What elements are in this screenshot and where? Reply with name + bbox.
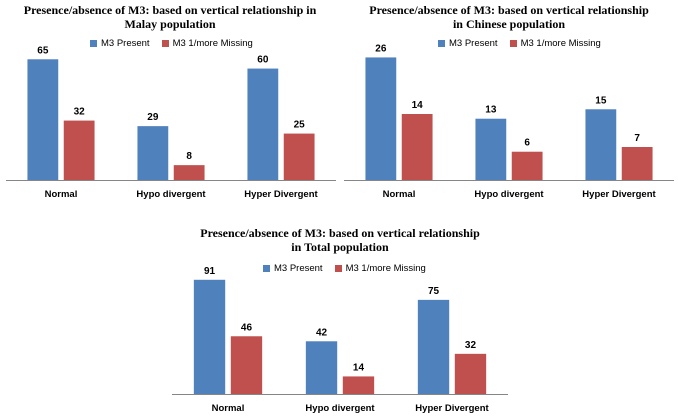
legend-label-missing: M3 1/more Missing xyxy=(172,38,253,49)
data-label: 91 xyxy=(204,266,216,277)
bar-missing-2 xyxy=(621,147,653,180)
bar-missing-1 xyxy=(511,151,543,180)
data-label: 14 xyxy=(353,362,365,373)
category-label: Hypo divergent xyxy=(136,189,206,200)
bar-missing-0 xyxy=(401,114,433,180)
bar-missing-0 xyxy=(230,336,263,394)
bar-missing-2 xyxy=(454,353,487,394)
legend-label-missing: M3 1/more Missing xyxy=(520,38,601,49)
data-label: 25 xyxy=(294,120,306,131)
category-label: Normal xyxy=(45,189,78,200)
bar-present-0 xyxy=(365,57,397,180)
legend-swatch-present xyxy=(263,265,270,272)
legend-swatch-missing xyxy=(334,265,342,272)
chart-title-line1: Presence/absence of M3: based on vertica… xyxy=(369,3,649,17)
legend-swatch-missing xyxy=(161,40,169,47)
category-label: Hyper Divergent xyxy=(415,403,489,414)
bar-chart-malay: 65 32 Normal 29 8 Hypo divergent 60 25 Hyper Div… xyxy=(6,45,336,200)
data-label: 6 xyxy=(524,138,530,149)
data-label: 26 xyxy=(375,43,387,54)
category-label: Hypo divergent xyxy=(305,403,375,414)
bar-present-0 xyxy=(193,279,226,394)
legend-swatch-present xyxy=(90,40,97,47)
chart-panel-total: Presence/absence of M3: based on vertica… xyxy=(170,222,510,418)
chart-title: Presence/absence of M3: based on vertica… xyxy=(0,3,340,31)
data-label: 7 xyxy=(634,133,640,144)
bar-present-1 xyxy=(137,126,169,180)
data-label: 32 xyxy=(465,340,477,351)
chart-title: Presence/absence of M3: based on vertica… xyxy=(340,3,678,31)
category-label: Normal xyxy=(212,403,245,414)
chart-legend: M3 Present M3 1/more Missing xyxy=(263,263,438,274)
category-label: Hypo divergent xyxy=(474,189,544,200)
bar-present-1 xyxy=(305,341,338,394)
data-label: 13 xyxy=(485,105,497,116)
chart-panel-chinese: Presence/absence of M3: based on vertica… xyxy=(340,0,678,205)
bar-present-2 xyxy=(585,109,617,180)
data-label: 46 xyxy=(241,322,253,333)
chart-title: Presence/absence of M3: based on vertica… xyxy=(170,226,510,254)
legend-label-missing: M3 1/more Missing xyxy=(345,263,426,274)
chart-title-line1: Presence/absence of M3: based on vertica… xyxy=(23,3,317,17)
data-label: 15 xyxy=(595,95,607,106)
data-label: 75 xyxy=(428,286,440,297)
bar-present-1 xyxy=(475,118,507,180)
bar-missing-1 xyxy=(173,165,205,180)
bar-present-2 xyxy=(417,299,450,394)
bar-missing-0 xyxy=(63,120,95,180)
chart-legend: M3 Present M3 1/more Missing xyxy=(438,38,613,49)
legend-label-present: M3 Present xyxy=(274,263,323,274)
data-label: 65 xyxy=(37,45,49,56)
category-label: Hyper Divergent xyxy=(582,189,656,200)
chart-title-line2: Malay population xyxy=(124,17,216,31)
bar-chart-chinese: 26 14 Normal 13 6 Hypo divergent 15 7 Hyper Dive… xyxy=(344,43,674,200)
data-label: 8 xyxy=(186,151,192,162)
category-label: Hyper Divergent xyxy=(244,189,318,200)
bar-present-0 xyxy=(27,59,59,180)
chart-legend: M3 Present M3 1/more Missing xyxy=(90,38,265,49)
bar-missing-2 xyxy=(283,133,315,180)
data-label: 60 xyxy=(257,55,269,66)
legend-label-present: M3 Present xyxy=(449,38,498,49)
data-label: 14 xyxy=(412,100,424,111)
data-label: 29 xyxy=(147,112,159,123)
data-label: 32 xyxy=(74,107,86,118)
bar-chart-total: 91 46 Normal 42 14 Hypo divergent 75 32 Hyper Di… xyxy=(172,266,508,414)
data-label: 42 xyxy=(316,327,328,338)
legend-label-present: M3 Present xyxy=(101,38,150,49)
bar-missing-1 xyxy=(342,376,375,394)
chart-panel-malay: Presence/absence of M3: based on vertica… xyxy=(0,0,340,205)
category-label: Normal xyxy=(383,189,416,200)
legend-swatch-missing xyxy=(509,40,517,47)
chart-title-line1: Presence/absence of M3: based on vertica… xyxy=(200,226,480,240)
chart-title-line2: in Total population xyxy=(291,240,389,254)
chart-title-line2: in Chinese population xyxy=(452,17,566,31)
legend-swatch-present xyxy=(438,40,445,47)
bar-present-2 xyxy=(247,68,279,180)
